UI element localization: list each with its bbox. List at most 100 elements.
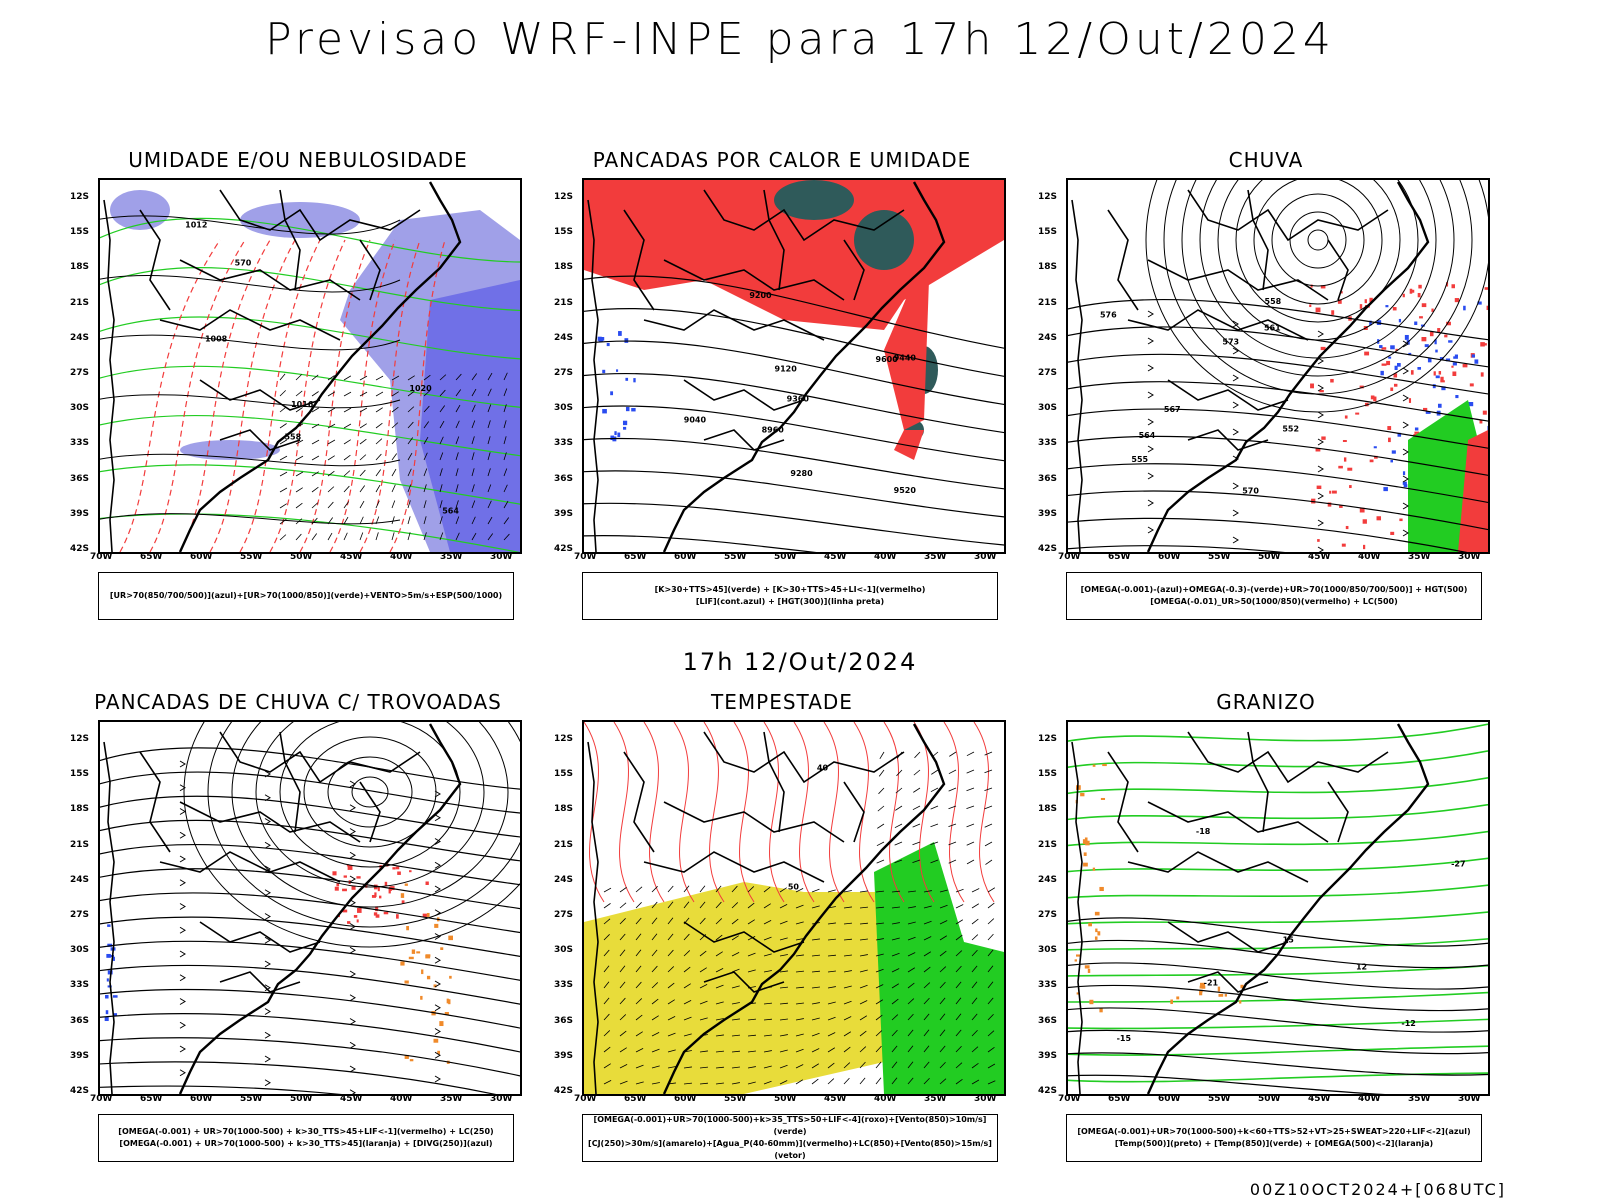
longitude-tick-label: 40W [874,552,897,562]
longitude-tick-label: 45W [1308,1094,1331,1104]
latitude-tick-label: 27S [554,368,574,378]
contour-label: 9600 [876,355,899,364]
legend-line: [UR>70(850/700/500)](azul)+[UR>70(1000/8… [109,591,503,600]
map-graphic: 1016 1008 1012 1020 564 570 558 [100,181,520,552]
contour-label: 558 [284,432,301,441]
longitude-tick-label: 55W [240,552,263,562]
contour-label: 570 [235,259,252,268]
legend-box: [OMEGA(-0.001) + UR>70(1000-500) + k>30_… [98,1114,514,1162]
latitude-tick-label: 39S [70,508,90,519]
contour-label: 1020 [409,384,432,393]
latitude-tick-label: 27S [1038,910,1058,920]
longitude-tick-label: 35W [924,552,947,562]
panel-title: PANCADAS DE CHUVA C/ TROVOADAS [94,690,502,714]
latitude-tick-label: 18S [1038,262,1058,273]
latitude-tick-label: 42S [70,1086,90,1096]
map-panel: GRANIZO -12 -15 -18 -21 -27 12 15 12S 15S 18S 21S 24… [1038,690,1490,1185]
legend-line: [OMEGA(-0.001)+UR>70(1000-500)+k<60+TTS>… [1077,1127,1471,1136]
latitude-tick-label: 36S [70,1015,90,1026]
contour-label: -21 [1204,979,1219,988]
latitude-tick-label: 39S [1038,1050,1058,1061]
legend-line: [OMEGA(-0.001) + UR>70(1000-500) + k>30_… [118,1127,494,1136]
longitude-tick-label: 70W [1058,1094,1081,1104]
panel-title: CHUVA [1228,148,1304,172]
longitude-tick-label: 70W [90,552,113,562]
longitude-tick-label: 50W [774,1094,797,1104]
longitude-tick-label: 70W [574,552,597,562]
legend-line: [CJ(250)>30m/s](amarelo)+[Agua_P(40-60mm… [588,1139,992,1160]
contour-label: 552 [1282,424,1299,433]
contour-label: 50 [788,883,800,892]
map-plot: 9600 9520 9440 9360 9280 9200 9120 9040 8960 [582,178,1006,554]
legend-line: [OMEGA(-0.001) + UR>70(1000-500) + k>30_… [119,1139,493,1148]
run-timestamp: 00Z10OCT2024+[068UTC] [1249,1180,1506,1199]
latitude-tick-label: 24S [554,874,574,885]
longitude-tick-label: 40W [874,1094,897,1104]
bottom-row-title: 17h 12/Out/2024 [682,648,918,676]
latitude-tick-label: 39S [554,508,574,519]
latitude-tick-label: 12S [1038,734,1058,744]
latitude-tick-label: 18S [70,804,90,815]
longitude-tick-label: 45W [340,1094,363,1104]
latitude-tick-label: 24S [1038,874,1058,885]
contour-label: 576 [1100,311,1117,320]
contour-label: 1012 [185,221,207,230]
longitude-tick-label: 45W [340,552,363,562]
longitude-tick-label: 65W [1108,1094,1131,1104]
latitude-tick-label: 21S [554,839,574,850]
map-plot: 40 50 [582,720,1006,1096]
longitude-tick-label: 45W [1308,552,1331,562]
longitude-tick-label: 40W [1358,552,1381,562]
panel-title: TEMPESTADE [711,690,853,714]
latitude-tick-label: 33S [1038,438,1058,449]
latitude-tick-label: 33S [70,438,90,449]
longitude-tick-label: 30W [490,1094,513,1104]
contour-label: 564 [1139,431,1156,440]
legend-line: [OMEGA(-0.001)+UR>70(1000-500)+k>35_TTS>… [593,1115,987,1136]
latitude-tick-label: 15S [70,227,90,238]
contour-label: -18 [1196,827,1211,836]
longitude-tick-label: 30W [974,552,997,562]
longitude-tick-label: 60W [674,552,697,562]
longitude-tick-label: 60W [674,1094,697,1104]
longitude-tick-label: 35W [440,1094,463,1104]
legend-line: [OMEGA(-0.001)-(azul)+OMEGA(-0.3)-(verde… [1080,585,1468,594]
longitude-tick-label: 65W [140,552,163,562]
longitude-tick-label: 65W [140,1094,163,1104]
longitude-tick-label: 70W [1058,552,1081,562]
contour-label: 1016 [291,400,314,409]
latitude-tick-label: 42S [554,1086,574,1096]
latitude-tick-label: 24S [70,332,90,343]
legend-line: [LIF](cont.azul) + [HGT(300)](linha pret… [695,597,885,606]
longitude-tick-label: 30W [1458,1094,1481,1104]
longitude-tick-label: 70W [90,1094,113,1104]
legend-box: [OMEGA(-0.001)+UR>70(1000-500)+k<60+TTS>… [1066,1114,1482,1162]
legend-box: [UR>70(850/700/500)](azul)+[UR>70(1000/8… [98,572,514,620]
map-panel: PANCADAS POR CALOR E UMIDADE 9600 9520 9440… [554,148,1006,643]
contour-label: 9280 [790,469,813,478]
longitude-tick-label: 35W [440,552,463,562]
latitude-tick-label: 18S [70,262,90,273]
map-graphic: -12 -15 -18 -21 -27 12 15 [1068,723,1488,1094]
longitude-tick-label: 55W [240,1094,263,1104]
latitude-tick-label: 30S [70,403,90,414]
contour-label: 15 [1283,936,1295,945]
map-graphic: 9600 9520 9440 9360 9280 9200 9120 9040 8960 [584,180,1004,552]
latitude-tick-label: 33S [70,980,90,991]
longitude-tick-label: 40W [390,1094,413,1104]
latitude-tick-label: 36S [1038,473,1058,484]
contour-label: -15 [1117,1034,1132,1043]
contour-label: 9520 [894,486,917,495]
panel-title: PANCADAS POR CALOR E UMIDADE [592,148,972,172]
latitude-tick-label: 27S [554,910,574,920]
latitude-tick-label: 18S [554,262,574,273]
longitude-tick-label: 40W [390,552,413,562]
latitude-tick-label: 42S [70,544,90,554]
latitude-tick-label: 30S [554,945,574,956]
latitude-tick-label: 12S [70,734,90,744]
latitude-tick-label: 18S [554,804,574,815]
map-graphic [100,722,520,1094]
latitude-tick-label: 33S [554,980,574,991]
contour-label: 9040 [684,416,707,425]
latitude-tick-label: 15S [70,769,90,780]
